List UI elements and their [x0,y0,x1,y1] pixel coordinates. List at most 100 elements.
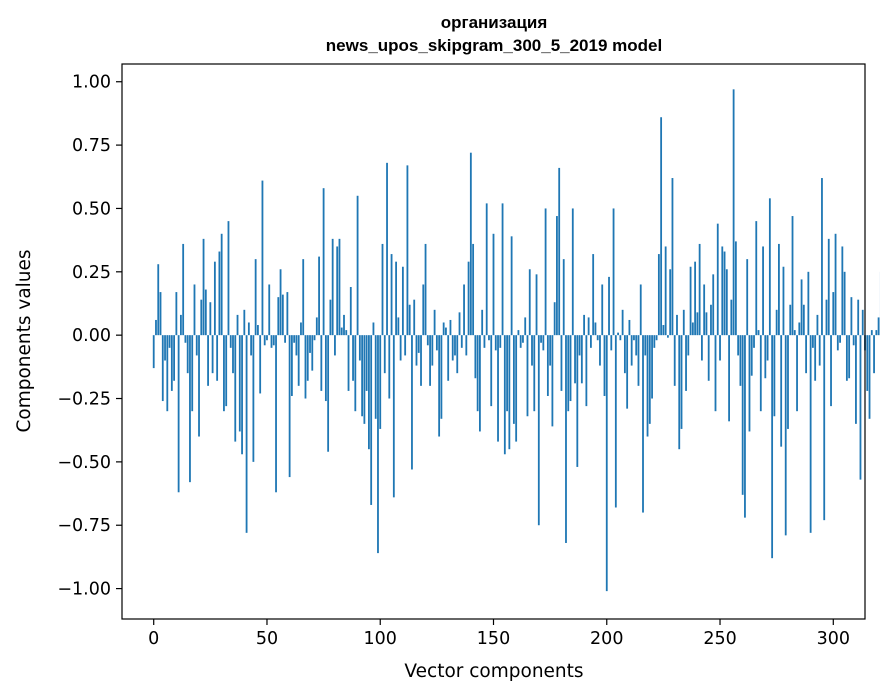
bar-component-264 [750,335,753,376]
x-tick-label: 50 [256,629,278,649]
y-tick-label: 0.00 [72,326,111,346]
bar-component-120 [424,243,427,336]
bar-component-80 [334,335,336,356]
bar-component-225 [662,325,665,336]
bar-component-237 [689,266,692,336]
x-tick-label: 300 [817,629,850,649]
bar-component-71 [313,335,316,341]
bar-component-163 [522,335,524,343]
bar-component-141 [472,243,475,336]
bar-component-312 [859,335,862,480]
bar-component-131 [449,319,452,336]
bar-component-254 [728,335,730,422]
bar-component-147 [485,203,488,336]
bar-component-258 [737,335,740,356]
bar-component-43 [250,335,253,356]
bar-component-265 [753,335,755,348]
bar-component-256 [732,89,735,336]
bar-component-199 [603,335,606,396]
y-tick-label: 0.75 [72,136,111,156]
bar-component-276 [778,243,780,336]
bar-component-310 [855,335,857,424]
bar-component-255 [730,299,733,336]
bar-component-301 [834,233,837,336]
bar-component-72 [315,317,318,336]
bar-component-172 [542,335,545,351]
bar-component-279 [784,335,787,536]
bar-component-150 [492,233,495,336]
bar-component-67 [304,335,307,399]
bar-component-192 [587,317,590,336]
bar-component-317 [870,330,873,336]
bar-component-152 [497,335,499,442]
bar-component-173 [544,208,547,336]
bar-component-318 [873,335,875,374]
bar-component-207 [621,309,624,336]
bar-component-108 [397,317,400,336]
bar-component-241 [698,243,701,336]
bar-component-292 [814,335,817,381]
bar-component-133 [454,335,456,356]
bar-component-208 [623,335,626,374]
bar-component-145 [481,309,484,336]
bar-component-176 [551,335,554,427]
bar-component-182 [565,335,567,543]
bar-component-249 [716,223,719,336]
bar-component-88 [352,335,354,381]
bar-component-263 [748,335,751,432]
bar-component-46 [257,325,259,336]
bar-component-153 [499,335,502,348]
x-tick-label: 100 [364,629,397,649]
bar-component-68 [306,335,309,381]
bar-component-246 [710,304,712,336]
bar-component-89 [354,335,357,412]
bar-component-273 [771,335,774,559]
bar-component-1 [155,319,157,336]
bar-component-287 [802,304,805,336]
bar-component-117 [417,335,420,353]
bar-component-240 [696,312,699,336]
bar-component-139 [467,261,470,336]
bar-component-165 [526,335,529,417]
bar-component-227 [667,335,669,338]
bar-component-248 [714,335,717,412]
bar-component-231 [676,314,678,336]
bar-component-262 [746,259,749,336]
bar-component-306 [845,335,848,381]
bar-component-44 [252,335,255,462]
bar-component-114 [411,335,413,470]
bar-component-284 [796,335,798,412]
bar-component-277 [780,335,783,447]
y-tick-label: −0.50 [57,453,111,473]
bar-component-130 [447,335,450,381]
bar-component-127 [440,335,443,419]
bar-component-40 [243,309,246,336]
bar-component-20 [198,335,200,437]
bar-component-194 [592,254,595,336]
bar-component-81 [336,246,339,336]
bar-component-164 [524,317,527,336]
bar-component-286 [800,279,803,336]
bar-component-209 [626,335,629,409]
bar-component-161 [517,330,520,336]
bar-component-135 [458,312,461,336]
bar-component-70 [311,335,314,371]
bars-group [152,89,880,592]
bar-component-160 [515,335,518,442]
bar-component-261 [744,335,746,518]
bar-component-170 [537,335,540,526]
bar-component-62 [293,335,296,343]
bar-component-278 [782,266,785,336]
bar-component-30 [220,233,223,336]
bar-component-123 [431,335,434,366]
bar-component-10 [175,292,178,336]
bar-component-171 [540,335,542,343]
bar-component-92 [361,335,364,417]
chart-title-line2: news_upos_skipgram_300_5_2019 model [326,36,662,55]
bar-component-168 [533,335,536,412]
bar-component-204 [614,335,617,508]
bar-component-28 [216,335,219,381]
bar-component-29 [218,251,221,336]
bar-component-195 [594,322,597,336]
